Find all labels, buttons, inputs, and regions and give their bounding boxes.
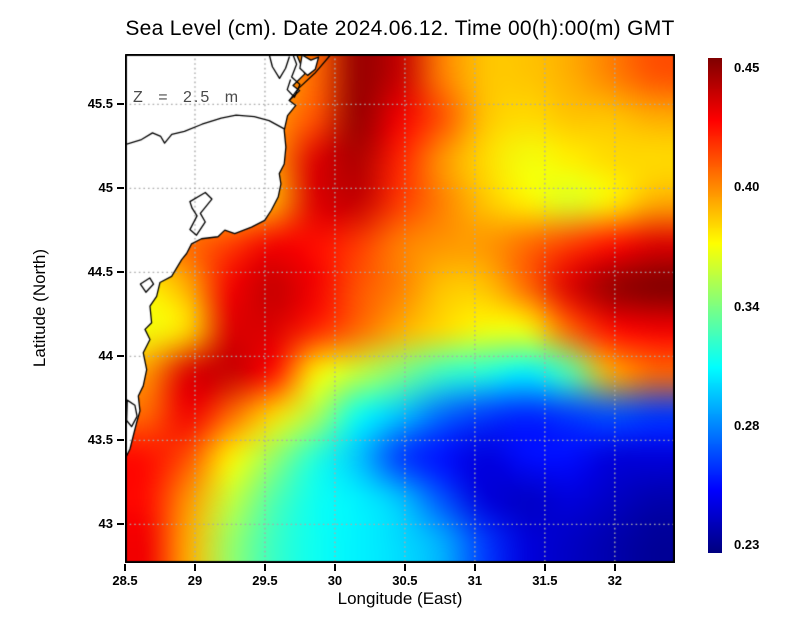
figure-title: Sea Level (cm). Date 2024.06.12. Time 00… — [125, 17, 675, 40]
x-tick-mark — [473, 564, 476, 571]
y-tick-mark — [117, 271, 124, 274]
depth-annotation: Z = 2.5 m — [133, 89, 241, 106]
x-tick-label: 30.5 — [392, 573, 418, 588]
x-tick-mark — [333, 564, 336, 571]
y-tick-mark — [117, 523, 124, 526]
y-tick-label: 44.5 — [87, 264, 113, 280]
y-tick-mark — [117, 187, 124, 190]
colorbar-tick-label: 0.45 — [734, 60, 760, 75]
colorbar — [708, 58, 722, 553]
x-tick-mark — [403, 564, 406, 571]
x-tick-label: 29.5 — [252, 573, 278, 588]
y-tick-label: 43 — [98, 516, 113, 532]
y-tick-mark — [117, 355, 124, 358]
y-axis-title: Latitude (North) — [30, 248, 49, 368]
x-tick-label: 31 — [467, 573, 483, 588]
x-tick-label: 31.5 — [532, 573, 558, 588]
x-tick-label: 32 — [607, 573, 623, 588]
y-tick-mark — [117, 103, 124, 106]
y-tick-mark — [117, 439, 124, 442]
x-axis-title: Longitude (East) — [337, 589, 463, 608]
x-tick-label: 28.5 — [112, 573, 138, 588]
y-tick-label: 45 — [98, 180, 113, 196]
x-tick-mark — [543, 564, 546, 571]
x-tick-label: 29 — [187, 573, 203, 588]
colorbar-tick-label: 0.28 — [734, 417, 760, 433]
y-tick-label: 44 — [98, 348, 113, 364]
x-tick-label: 30 — [327, 573, 343, 588]
colorbar-tick-label: 0.23 — [734, 537, 760, 552]
x-tick-mark — [193, 564, 196, 571]
colorbar-tick-label: 0.34 — [734, 298, 760, 314]
x-tick-mark — [613, 564, 616, 571]
x-tick-mark — [124, 564, 126, 571]
colorbar-tick-label: 0.40 — [734, 179, 760, 195]
y-tick-label: 43.5 — [87, 432, 113, 448]
heatmap-canvas — [125, 54, 675, 563]
y-tick-label: 45.5 — [87, 96, 113, 112]
x-tick-mark — [263, 564, 266, 571]
